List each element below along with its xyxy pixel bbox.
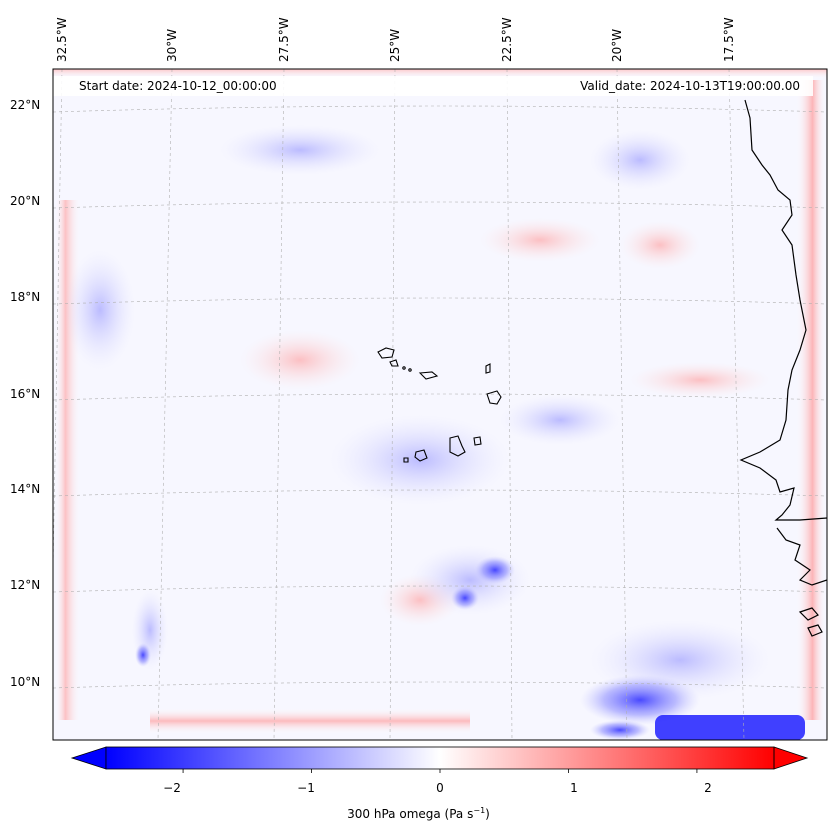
lat-label: 20°N	[10, 194, 41, 208]
map-frame	[52, 68, 828, 741]
start-date-label: Start date: 2024-10-12_00:00:00	[79, 79, 277, 93]
lon-label: 17.5°W	[722, 17, 736, 62]
colorbar-bar	[106, 747, 774, 769]
colorbar-variable: 300 hPa omega	[347, 807, 441, 821]
colorbar-tick-label: 2	[704, 781, 712, 795]
colorbar-units: Pa s	[449, 807, 474, 821]
lat-label: 10°N	[10, 675, 41, 689]
graticule	[53, 69, 827, 740]
lat-label: 18°N	[10, 290, 41, 304]
lon-label: 32.5°W	[55, 17, 69, 62]
colorbar-tick-label: −1	[297, 781, 315, 795]
colorbar-tick-label: −2	[163, 781, 181, 795]
guinea-coastline	[776, 527, 827, 637]
colorbar	[70, 746, 809, 773]
colorbar-extend-min	[70, 746, 107, 770]
colorbar-units-exponent: −1	[473, 806, 486, 815]
africa-coastline	[739, 99, 827, 521]
lon-label: 22.5°W	[500, 17, 514, 62]
cape-verde-islands	[377, 347, 502, 463]
lat-label: 14°N	[10, 482, 41, 496]
lon-label: 20°W	[610, 28, 624, 62]
colorbar-tick-label: 1	[570, 781, 578, 795]
lon-label: 30°W	[165, 28, 179, 62]
lon-label: 25°W	[388, 28, 402, 62]
lon-label: 27.5°W	[277, 17, 291, 62]
lat-label: 22°N	[10, 98, 41, 112]
colorbar-label: 300 hPa omega (Pa s−1)	[347, 806, 490, 821]
colorbar-tick-label: 0	[436, 781, 444, 795]
lat-label: 16°N	[10, 387, 41, 401]
lat-label: 12°N	[10, 578, 41, 592]
omega-field	[53, 69, 827, 740]
colorbar-extend-max	[773, 746, 809, 770]
valid-date-label: Valid_date: 2024-10-13T19:00:00.00	[580, 79, 800, 93]
